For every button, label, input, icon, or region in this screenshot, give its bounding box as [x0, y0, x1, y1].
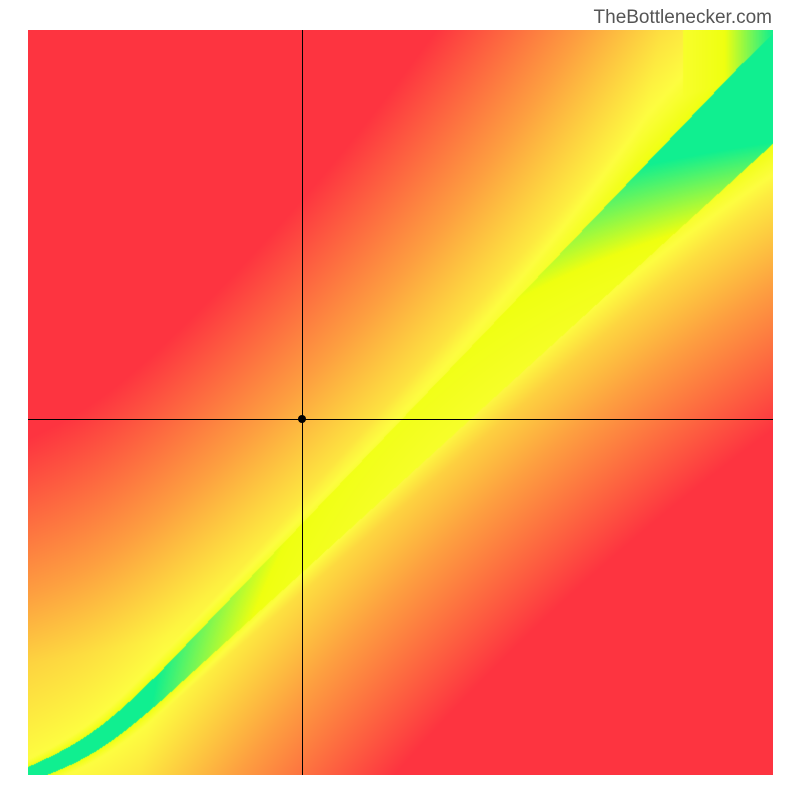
crosshair-vertical: [302, 30, 303, 775]
data-point-marker: [298, 415, 306, 423]
crosshair-horizontal: [28, 419, 773, 420]
bottleneck-heatmap: [28, 30, 773, 775]
watermark-text: TheBottlenecker.com: [594, 7, 772, 29]
